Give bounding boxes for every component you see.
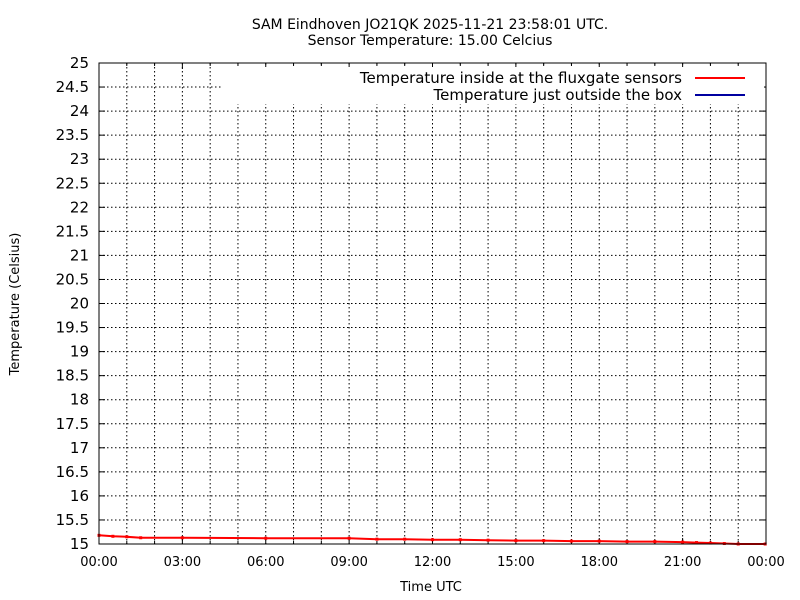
- y-tick-label: 25: [70, 54, 89, 72]
- data-point: [625, 540, 629, 544]
- data-point: [514, 539, 518, 543]
- x-tick-label: 15:00: [497, 555, 534, 570]
- data-point: [264, 536, 268, 540]
- data-point: [180, 536, 184, 540]
- y-tick-label: 19.5: [56, 319, 89, 337]
- y-tick-label: 19: [70, 343, 89, 361]
- data-point: [542, 539, 546, 543]
- x-tick-label: 09:00: [330, 555, 367, 570]
- y-tick-label: 22: [70, 198, 89, 216]
- data-point: [486, 538, 490, 542]
- data-point: [458, 538, 462, 542]
- x-tick-label: 06:00: [247, 555, 284, 570]
- grid-lines: [99, 63, 766, 544]
- data-point: [695, 541, 699, 545]
- x-tick-label: 00:00: [80, 555, 117, 570]
- y-tick-label: 18.5: [56, 367, 89, 385]
- legend: Temperature inside at the fluxgate senso…: [222, 67, 764, 104]
- y-tick-label: 15.5: [56, 511, 89, 529]
- y-tick-label: 21.5: [56, 222, 89, 240]
- plot-border: [98, 62, 767, 545]
- y-axis-label: Temperature (Celsius): [8, 233, 23, 377]
- y-axis-ticks: 15 15.5 16 16.5 17 17.5 18 18.5 19 19.5 20 20.5 21 21…: [56, 54, 766, 553]
- data-point: [653, 540, 657, 544]
- series-line-0: [98, 534, 766, 545]
- y-tick-label: 20: [70, 295, 89, 313]
- y-tick-label: 24.5: [56, 78, 89, 96]
- x-tick-label: 03:00: [164, 555, 201, 570]
- x-tick-label: 18:00: [581, 555, 618, 570]
- data-point: [597, 539, 601, 543]
- data-point: [111, 534, 115, 538]
- chart-title: SAM Eindhoven JO21QK 2025-11-21 23:58:01…: [252, 17, 608, 33]
- y-tick-label: 17: [70, 439, 89, 457]
- y-tick-label: 21: [70, 246, 89, 264]
- y-tick-label: 18: [70, 391, 89, 409]
- y-tick-label: 15: [70, 535, 89, 553]
- chart-subtitle: Sensor Temperature: 15.00 Celcius: [308, 33, 553, 49]
- x-tick-label: 00:00: [747, 555, 784, 570]
- y-tick-label: 16.5: [56, 463, 89, 481]
- x-axis-ticks: 00:00 03:00 06:00 09:00 12:00 15:00 18:00 21:00…: [80, 63, 785, 570]
- y-tick-label: 23.5: [56, 126, 89, 144]
- legend-entry-outside-label: Temperature just outside the box: [433, 86, 683, 104]
- data-point: [431, 538, 434, 542]
- y-tick-label: 17.5: [56, 415, 89, 433]
- y-tick-label: 22.5: [56, 174, 89, 192]
- y-tick-label: 16: [70, 487, 89, 505]
- data-point: [569, 539, 573, 543]
- y-tick-label: 20.5: [56, 270, 89, 288]
- data-point: [403, 537, 407, 541]
- legend-entry-inside-label: Temperature inside at the fluxgate senso…: [359, 69, 682, 87]
- legend-mask: [222, 67, 764, 104]
- y-tick-label: 24: [70, 102, 89, 120]
- data-point: [681, 540, 685, 544]
- data-point: [347, 536, 351, 540]
- data-point: [375, 537, 379, 541]
- x-tick-label: 21:00: [664, 555, 701, 570]
- y-tick-label: 23: [70, 150, 89, 168]
- data-point: [708, 541, 712, 545]
- data-point: [139, 536, 143, 540]
- x-tick-label: 12:00: [414, 555, 451, 570]
- data-point: [125, 535, 129, 539]
- x-axis-label: Time UTC: [399, 580, 462, 595]
